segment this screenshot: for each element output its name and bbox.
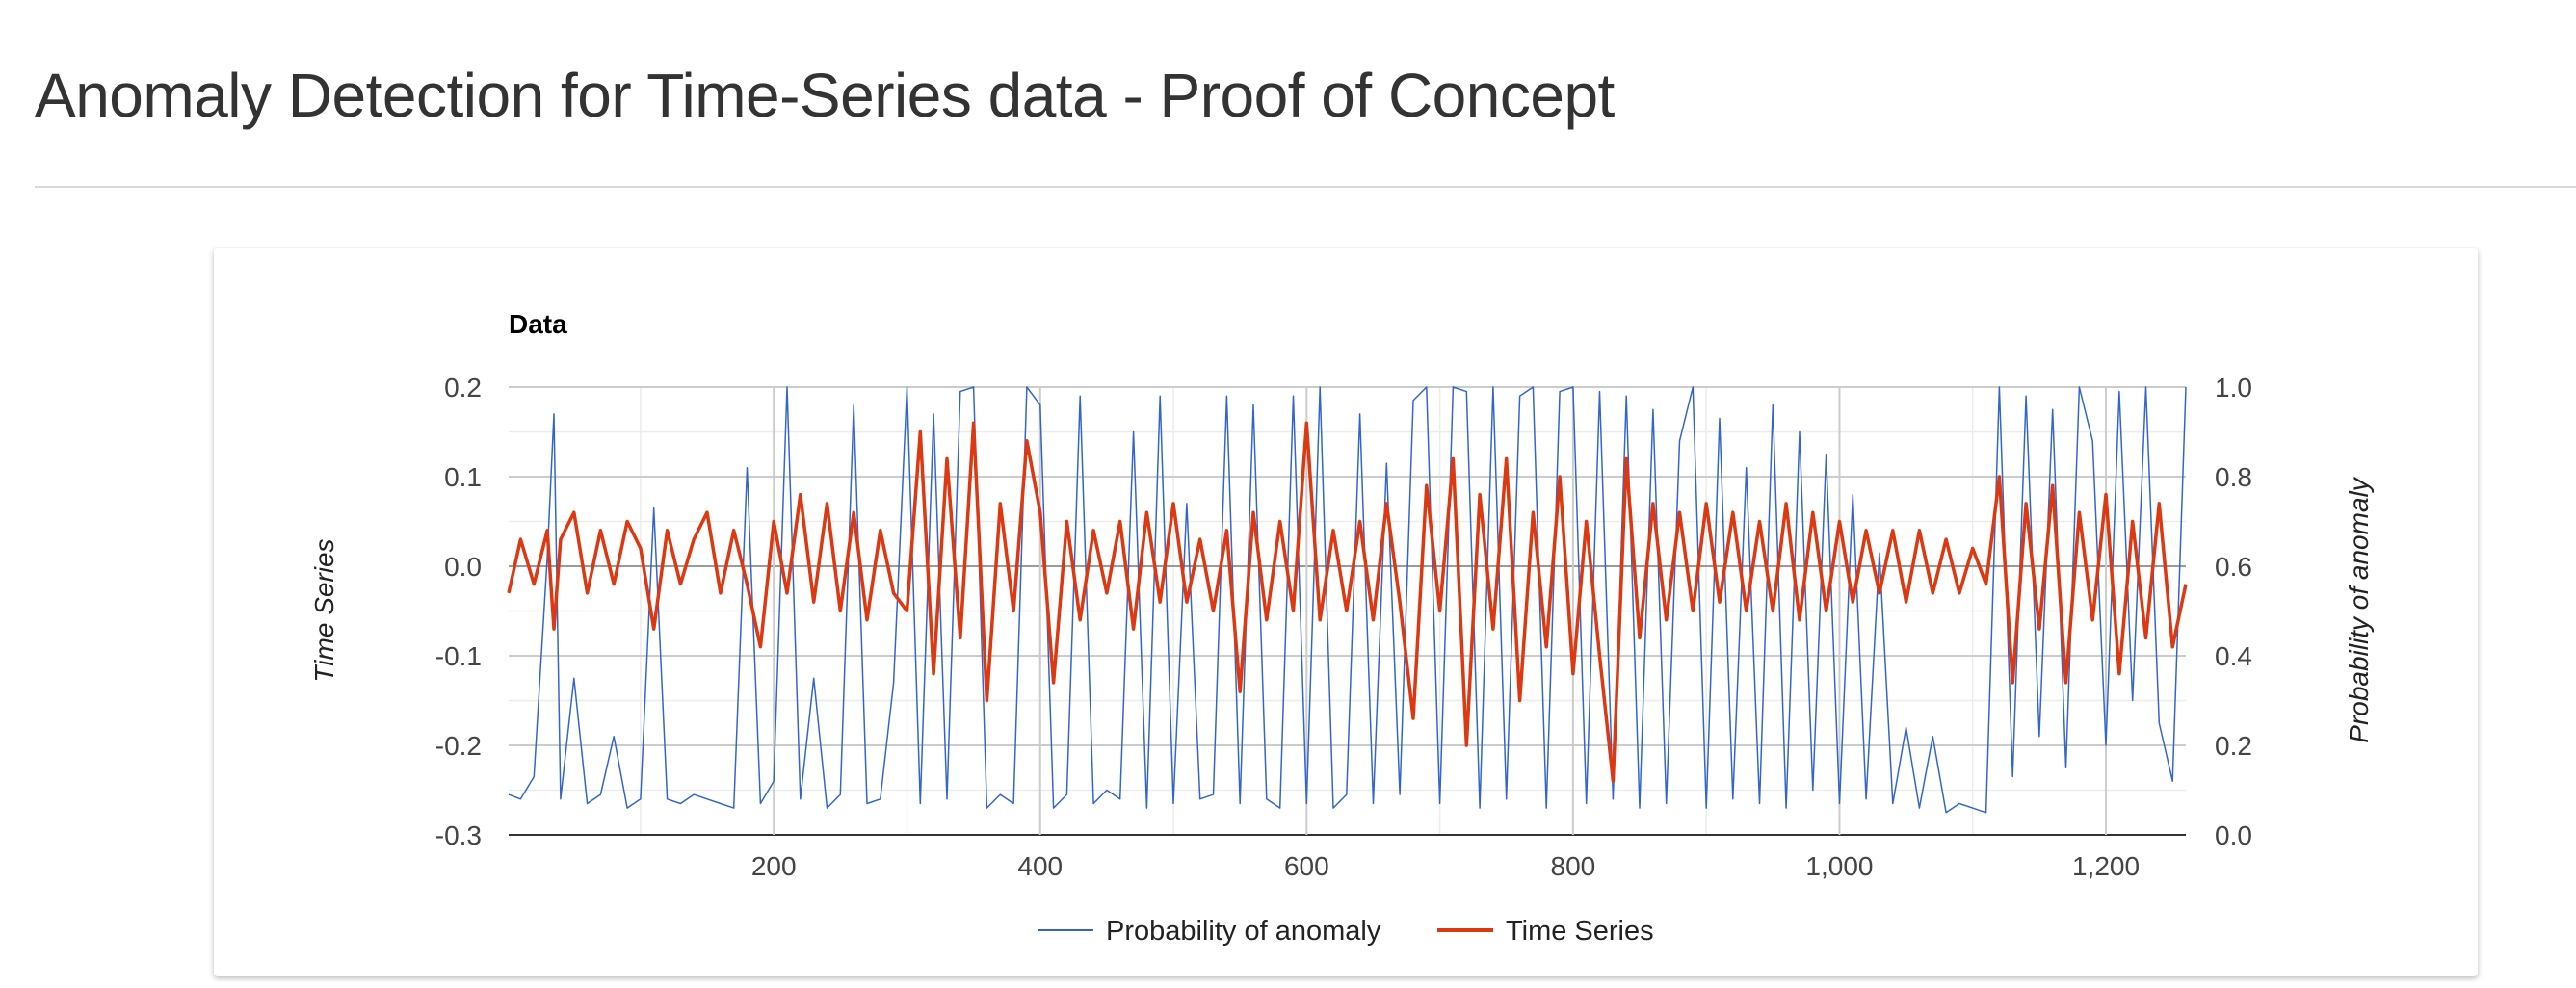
series-layer (507, 386, 2188, 814)
chart-title: Data (509, 309, 567, 339)
y-left-tick-label: -0.3 (435, 820, 482, 850)
x-tick-label: 1,000 (1805, 851, 1873, 881)
y-left-tick-label: -0.2 (435, 731, 482, 761)
chart-card: Data Time Series Probability of anomaly … (214, 248, 2478, 976)
y-left-tick-label: 0.0 (444, 552, 482, 582)
x-tick-label: 200 (751, 851, 797, 881)
legend-label-probability: Probability of anomaly (1106, 916, 1381, 947)
x-tick-label: 1,200 (2072, 851, 2140, 881)
legend: Probability of anomaly Time Series (1038, 916, 1654, 947)
x-tick-label: 800 (1551, 851, 1596, 881)
y-right-tick-label: 0.6 (2215, 552, 2252, 582)
y-left-axis-label: Time Series (309, 538, 339, 682)
y-right-tick-label: 0.4 (2215, 641, 2252, 671)
x-tick-label: 400 (1017, 851, 1063, 881)
y-right-tick-label: 0.2 (2215, 731, 2252, 761)
y-right-tick-label: 1.0 (2215, 373, 2252, 403)
tick-layer: 0.2 0.1 0.0 -0.1 -0.2 -0.3 1.0 0.8 0.6 0.4 0.2 0.0 2… (435, 373, 2252, 881)
y-right-tick-label: 0.0 (2215, 820, 2252, 850)
y-right-axis-label: Probability of anomaly (2344, 476, 2374, 742)
legend-label-time-series: Time Series (1506, 916, 1654, 947)
series-line-time-series (507, 421, 2188, 783)
page-title: Anomaly Detection for Time-Series data -… (35, 61, 1615, 130)
y-left-tick-label: 0.1 (444, 462, 482, 492)
grid-layer (509, 386, 2186, 836)
y-left-tick-label: 0.2 (444, 373, 482, 403)
y-right-tick-label: 0.8 (2215, 462, 2252, 492)
x-tick-label: 600 (1284, 851, 1329, 881)
title-divider (35, 186, 2576, 188)
chart-svg: Data Time Series Probability of anomaly … (309, 309, 2374, 947)
y-left-tick-label: -0.1 (435, 641, 482, 671)
series-line-probability-of-anomaly (508, 386, 2187, 814)
